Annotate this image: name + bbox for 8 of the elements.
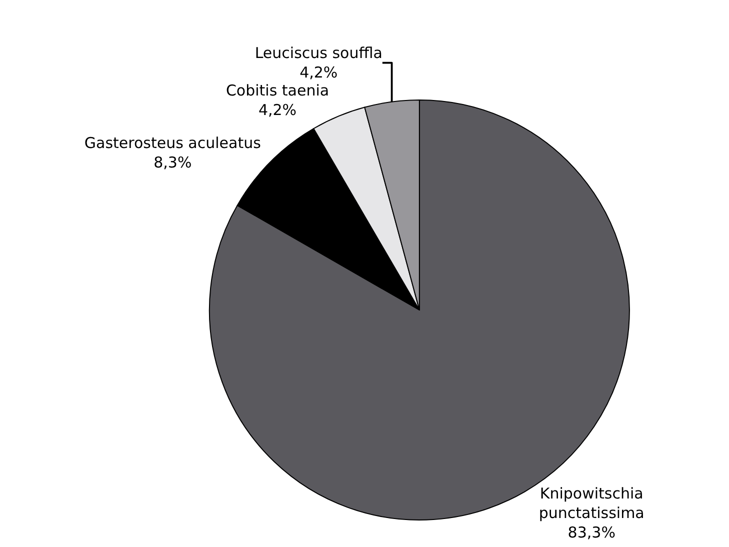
data-label: 83,3% (568, 524, 616, 542)
slice-label: Gasterosteus aculeatus (84, 134, 262, 152)
data-label: 8,3% (154, 153, 192, 172)
data-label: 4,2% (300, 64, 338, 82)
data-label: 4,2% (258, 101, 297, 120)
slice-label: Cobitis taenia (226, 82, 330, 100)
slice-label: Leuciscus souffla (254, 44, 382, 62)
slice-label: Knipowitschia punctatissima (538, 484, 644, 522)
